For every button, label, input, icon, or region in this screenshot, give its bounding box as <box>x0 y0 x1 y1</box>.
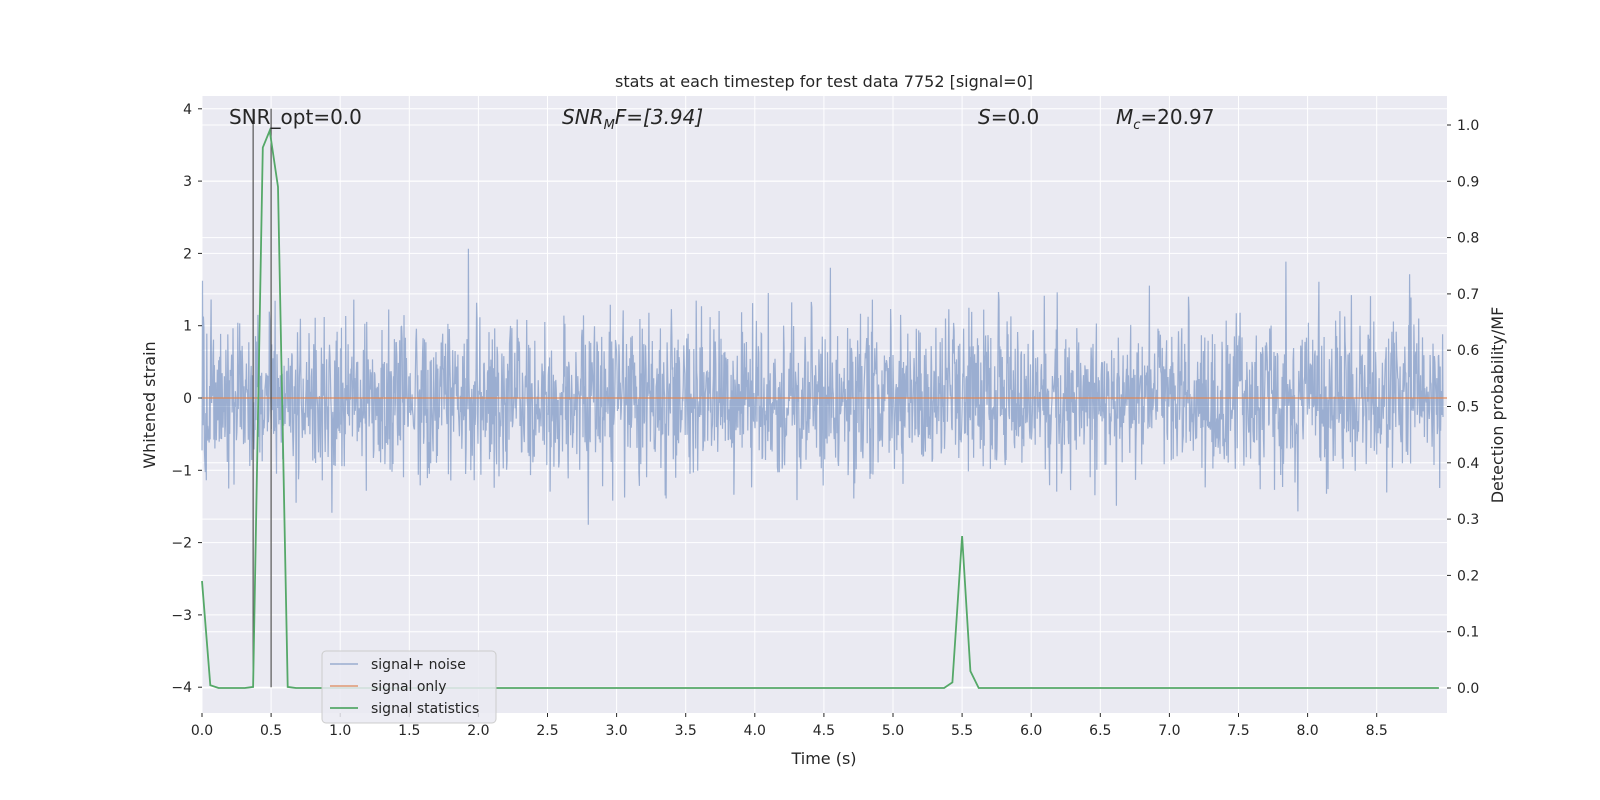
annotation-snr-mf-tail: F=[3.94] <box>615 105 703 129</box>
y-tick-label-left: 4 <box>183 102 192 118</box>
series-signal-plus-noise <box>201 248 1444 525</box>
y-axis-label-right: Detection probability/MF <box>1488 307 1507 504</box>
legend-label-noise: signal+ noise <box>371 657 466 673</box>
y-tick-label-left: 2 <box>183 246 192 262</box>
y-ticks-right: 1.0 0.9 0.8 0.7 0.6 0.5 0.4 0.3 0.2 0.1 0.0 <box>1447 118 1479 697</box>
annotation-snr-opt: SNR_opt=0.0 <box>229 105 362 129</box>
x-tick-label: 2.0 <box>467 723 489 739</box>
y-tick-label-left: −3 <box>171 608 192 624</box>
y-tick-label-left: −2 <box>171 536 192 552</box>
y-tick-label-right: 0.4 <box>1457 456 1479 472</box>
legend: signal+ noise signal only signal statist… <box>321 650 497 724</box>
x-tick-label: 7.0 <box>1158 723 1180 739</box>
x-tick-label: 6.5 <box>1089 723 1111 739</box>
y-tick-label-right: 0.9 <box>1457 174 1479 190</box>
annotation-snr-mf-base: SNR <box>562 105 604 129</box>
x-tick-label: 8.5 <box>1366 723 1388 739</box>
annotation-s-label: S <box>978 105 991 129</box>
y-tick-label-right: 0.2 <box>1457 568 1479 584</box>
x-tick-label: 0.5 <box>260 723 282 739</box>
chart-title: stats at each timestep for test data 775… <box>615 72 1033 91</box>
y-tick-label-right: 0.5 <box>1457 400 1479 416</box>
x-tick-label: 1.0 <box>329 723 351 739</box>
x-axis-label: Time (s) <box>790 749 856 768</box>
series-signal-statistics <box>201 127 1439 689</box>
x-tick-label: 3.5 <box>675 723 697 739</box>
annotation-snr-mf: SNRMF=[3.94] <box>562 105 703 133</box>
x-tick-label: 5.0 <box>882 723 904 739</box>
annotation-mc-sub: c <box>1133 118 1140 133</box>
y-ticks-left: 4 3 2 1 0 −1 −2 −3 −4 <box>171 102 202 696</box>
y-tick-label-left: −4 <box>171 680 192 696</box>
annotation-mc-base: M <box>1116 105 1133 129</box>
y-tick-label-right: 1.0 <box>1457 118 1479 134</box>
annotation-mc-value: =20.97 <box>1140 105 1214 129</box>
annotation-s-value: =0.0 <box>991 105 1040 129</box>
annotation-s: S=0.0 <box>978 105 1039 129</box>
vertical-markers <box>252 108 272 688</box>
x-tick-label: 0.0 <box>191 723 213 739</box>
y-tick-label-left: −1 <box>171 463 192 479</box>
y-tick-label-right: 0.0 <box>1457 681 1479 697</box>
y-tick-label-right: 0.1 <box>1457 625 1479 641</box>
annotation-mc: Mc=20.97 <box>1116 105 1214 133</box>
noise-line <box>201 248 1444 525</box>
x-ticks: 0.0 0.5 1.0 1.5 2.0 2.5 3.0 3.5 4.0 4.5 5.0 5.5 6.0 6… <box>191 713 1388 739</box>
y-tick-label-right: 0.7 <box>1457 287 1479 303</box>
x-tick-label: 1.5 <box>398 723 420 739</box>
x-tick-label: 2.5 <box>536 723 558 739</box>
y-tick-label-left: 1 <box>183 319 192 335</box>
y-tick-label-left: 3 <box>183 174 192 190</box>
x-tick-label: 3.0 <box>605 723 627 739</box>
y-tick-label-left: 0 <box>183 391 192 407</box>
x-tick-label: 6.0 <box>1020 723 1042 739</box>
annotation-snr-mf-sub: M <box>604 118 615 133</box>
x-tick-label: 8.0 <box>1296 723 1318 739</box>
x-tick-label: 4.0 <box>744 723 766 739</box>
y-tick-label-right: 0.8 <box>1457 231 1479 247</box>
legend-box <box>321 650 497 724</box>
legend-label-stats: signal statistics <box>371 701 479 717</box>
x-tick-label: 7.5 <box>1227 723 1249 739</box>
y-tick-label-right: 0.6 <box>1457 343 1479 359</box>
y-axis-label-left: Whitened strain <box>140 341 159 468</box>
x-tick-label: 4.5 <box>813 723 835 739</box>
legend-label-signal: signal only <box>371 679 446 695</box>
stats-line <box>201 127 1439 689</box>
x-tick-label: 5.5 <box>951 723 973 739</box>
y-tick-label-right: 0.3 <box>1457 512 1479 528</box>
